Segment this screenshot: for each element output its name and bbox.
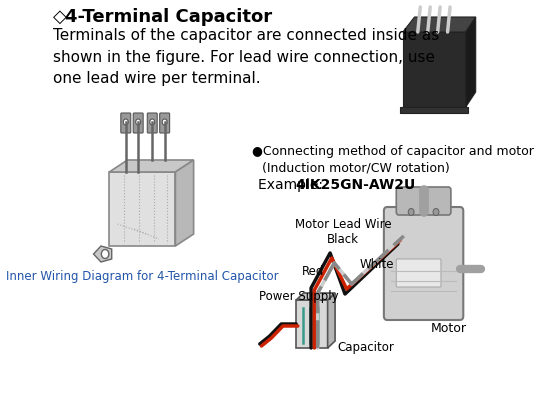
Text: Black: Black bbox=[327, 233, 359, 245]
Text: ●Connecting method of capacitor and motor: ●Connecting method of capacitor and moto… bbox=[252, 145, 534, 158]
FancyBboxPatch shape bbox=[397, 188, 451, 215]
Text: White: White bbox=[360, 257, 394, 270]
FancyBboxPatch shape bbox=[160, 114, 169, 134]
Text: Red: Red bbox=[302, 264, 324, 277]
Polygon shape bbox=[94, 246, 112, 262]
Circle shape bbox=[433, 209, 439, 216]
Text: 4-Terminal Capacitor: 4-Terminal Capacitor bbox=[65, 8, 272, 26]
Polygon shape bbox=[403, 18, 476, 33]
Circle shape bbox=[101, 250, 109, 259]
Text: Terminals of the capacitor are connected inside as
shown in the figure. For lead: Terminals of the capacitor are connected… bbox=[53, 28, 439, 86]
Circle shape bbox=[150, 120, 155, 126]
Polygon shape bbox=[109, 172, 175, 246]
Polygon shape bbox=[175, 160, 194, 246]
Circle shape bbox=[421, 209, 426, 216]
Text: 4IK25GN-AW2U: 4IK25GN-AW2U bbox=[295, 178, 416, 192]
Text: Power Supply: Power Supply bbox=[259, 289, 339, 302]
Bar bbox=[403, 33, 466, 108]
FancyBboxPatch shape bbox=[147, 114, 157, 134]
Polygon shape bbox=[109, 160, 194, 172]
Text: Example:: Example: bbox=[258, 178, 327, 192]
Circle shape bbox=[123, 120, 128, 126]
Text: Motor Lead Wire: Motor Lead Wire bbox=[295, 217, 392, 231]
Circle shape bbox=[408, 209, 414, 216]
Bar bbox=[296, 300, 328, 348]
Polygon shape bbox=[296, 293, 335, 300]
Bar bbox=[400, 108, 468, 114]
FancyBboxPatch shape bbox=[397, 259, 441, 287]
Polygon shape bbox=[328, 293, 335, 348]
Polygon shape bbox=[466, 18, 476, 108]
Text: Inner Wiring Diagram for 4-Terminal Capacitor: Inner Wiring Diagram for 4-Terminal Capa… bbox=[6, 269, 279, 282]
FancyBboxPatch shape bbox=[384, 207, 463, 320]
Circle shape bbox=[162, 120, 167, 126]
FancyBboxPatch shape bbox=[133, 114, 143, 134]
Text: Capacitor: Capacitor bbox=[338, 340, 394, 353]
Circle shape bbox=[136, 120, 141, 126]
Text: ◇: ◇ bbox=[53, 8, 67, 26]
FancyBboxPatch shape bbox=[121, 114, 131, 134]
Text: (Induction motor/CW rotation): (Induction motor/CW rotation) bbox=[262, 162, 450, 174]
Text: Motor: Motor bbox=[431, 321, 466, 334]
